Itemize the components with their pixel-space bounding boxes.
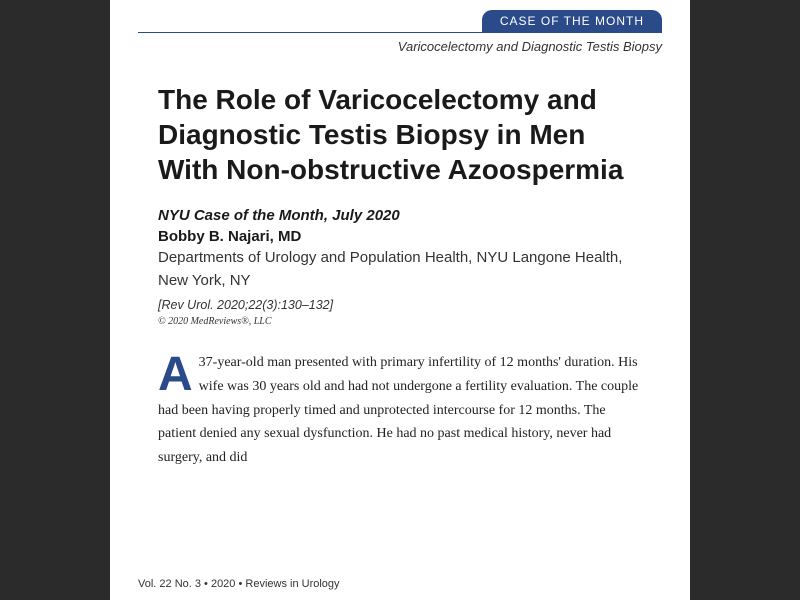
category-badge: CASE OF THE MONTH (482, 10, 662, 32)
journal-page: CASE OF THE MONTH Varicocelectomy and Di… (110, 0, 690, 600)
category-bar: CASE OF THE MONTH (138, 10, 662, 33)
dropcap: A (158, 351, 199, 396)
citation: [Rev Urol. 2020;22(3):130–132] (158, 298, 642, 312)
body-text-content: 37-year-old man presented with primary i… (158, 355, 638, 465)
article-title: The Role of Varicocelectomy and Diagnost… (158, 82, 642, 187)
author-name: Bobby B. Najari, MD (158, 228, 642, 245)
page-footer: Vol. 22 No. 3 • 2020 • Reviews in Urolog… (138, 578, 340, 590)
body-paragraph: A37-year-old man presented with primary … (158, 351, 642, 470)
running-head: Varicocelectomy and Diagnostic Testis Bi… (138, 39, 662, 54)
copyright: © 2020 MedReviews®, LLC (158, 316, 642, 327)
article-subtitle: NYU Case of the Month, July 2020 (158, 207, 642, 224)
author-affiliation: Departments of Urology and Population He… (158, 247, 642, 292)
